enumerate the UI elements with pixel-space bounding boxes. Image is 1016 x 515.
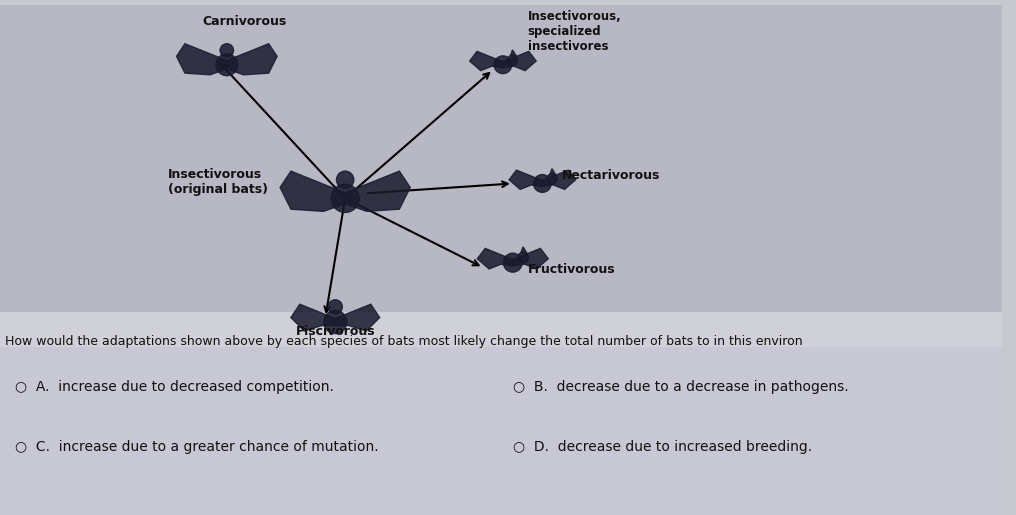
Polygon shape — [510, 50, 516, 56]
Circle shape — [216, 54, 238, 76]
Polygon shape — [345, 171, 410, 211]
Circle shape — [507, 55, 518, 65]
Circle shape — [533, 175, 552, 193]
Polygon shape — [335, 304, 380, 331]
Circle shape — [328, 300, 342, 314]
Polygon shape — [478, 248, 513, 269]
Polygon shape — [513, 248, 549, 269]
Text: ○  C.  increase due to a greater chance of mutation.: ○ C. increase due to a greater chance of… — [15, 440, 378, 454]
Polygon shape — [177, 44, 227, 75]
FancyBboxPatch shape — [0, 5, 1002, 317]
Polygon shape — [291, 304, 335, 331]
Polygon shape — [550, 168, 556, 175]
FancyBboxPatch shape — [0, 312, 1002, 347]
Circle shape — [517, 252, 528, 264]
Text: Carnivorous: Carnivorous — [202, 15, 287, 28]
Text: Insectivorous
(original bats): Insectivorous (original bats) — [168, 168, 267, 196]
Text: Fructivorous: Fructivorous — [527, 263, 616, 276]
Polygon shape — [280, 171, 345, 211]
Circle shape — [331, 184, 360, 213]
Text: ○  B.  decrease due to a decrease in pathogens.: ○ B. decrease due to a decrease in patho… — [513, 380, 848, 394]
Polygon shape — [227, 44, 277, 75]
Polygon shape — [520, 247, 527, 253]
Circle shape — [494, 56, 512, 74]
Polygon shape — [503, 52, 536, 71]
Circle shape — [324, 311, 346, 334]
Text: Insectivorous,
specialized
insectivores: Insectivorous, specialized insectivores — [527, 10, 622, 53]
Text: How would the adaptations shown above by each species of bats most likely change: How would the adaptations shown above by… — [5, 335, 803, 348]
Polygon shape — [543, 170, 576, 190]
Text: Piscivorous: Piscivorous — [296, 325, 376, 338]
Text: ○  D.  decrease due to increased breeding.: ○ D. decrease due to increased breeding. — [513, 440, 812, 454]
Polygon shape — [509, 170, 543, 190]
Text: Nectarivorous: Nectarivorous — [562, 168, 660, 181]
Polygon shape — [469, 52, 503, 71]
Circle shape — [503, 253, 522, 272]
Circle shape — [336, 171, 354, 188]
FancyBboxPatch shape — [0, 347, 1002, 515]
Circle shape — [220, 44, 234, 57]
Text: ○  A.  increase due to decreased competition.: ○ A. increase due to decreased competiti… — [15, 380, 333, 394]
Circle shape — [547, 174, 557, 184]
